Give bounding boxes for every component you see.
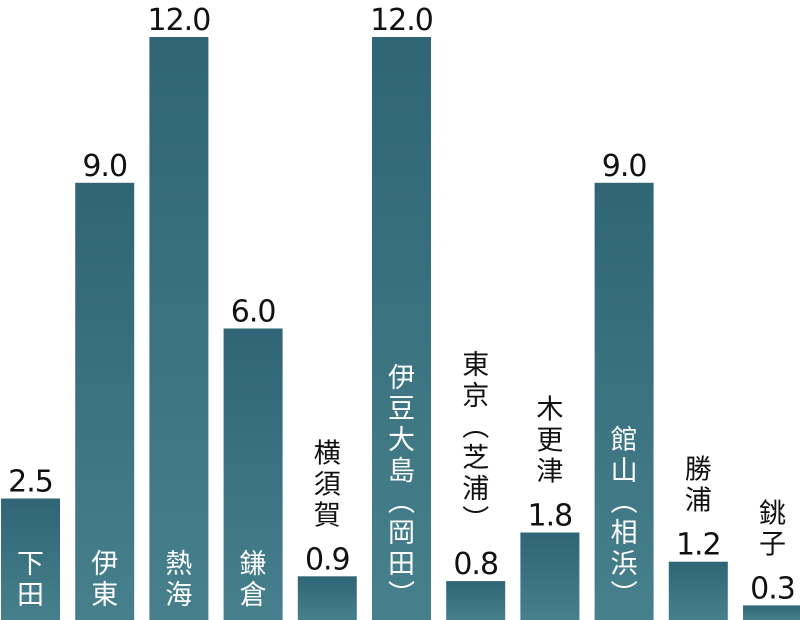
category-label: 伊東	[91, 549, 118, 611]
value-label: 6.0	[231, 295, 276, 330]
category-label: 勝浦	[685, 455, 712, 517]
value-label: 9.0	[602, 149, 647, 184]
value-label: 0.9	[305, 542, 350, 577]
value-label: 9.0	[82, 149, 127, 184]
category-label: 伊豆大島︵岡田︶	[388, 363, 415, 611]
bar-4	[223, 328, 283, 620]
bar-8	[520, 532, 580, 620]
value-label: 12.0	[148, 3, 211, 38]
bar-6	[372, 37, 431, 620]
category-label: 木更津	[536, 395, 563, 488]
value-label: 2.5	[8, 465, 53, 500]
value-label: 12.0	[370, 3, 433, 38]
value-label: 1.2	[676, 528, 721, 563]
category-label: 熱海	[165, 549, 192, 611]
bar-2	[75, 182, 135, 620]
bar-3	[149, 37, 209, 620]
category-label: 横須賀	[314, 438, 341, 531]
category-label: 鎌倉	[240, 549, 267, 611]
category-label: 東京︵芝浦︶	[462, 350, 489, 536]
bar-11	[743, 605, 800, 620]
category-label: 銚子	[759, 498, 786, 560]
bar-1	[1, 498, 60, 620]
category-label: 下田	[17, 549, 44, 611]
bar-10	[668, 561, 728, 620]
value-label: 0.3	[750, 571, 795, 606]
value-label: 1.8	[528, 499, 573, 534]
bar-5	[297, 576, 357, 620]
bar-9	[594, 182, 654, 620]
category-label: 館山︵相浜︶	[611, 425, 638, 611]
value-label: 0.8	[453, 547, 498, 582]
bar-7	[446, 581, 506, 620]
